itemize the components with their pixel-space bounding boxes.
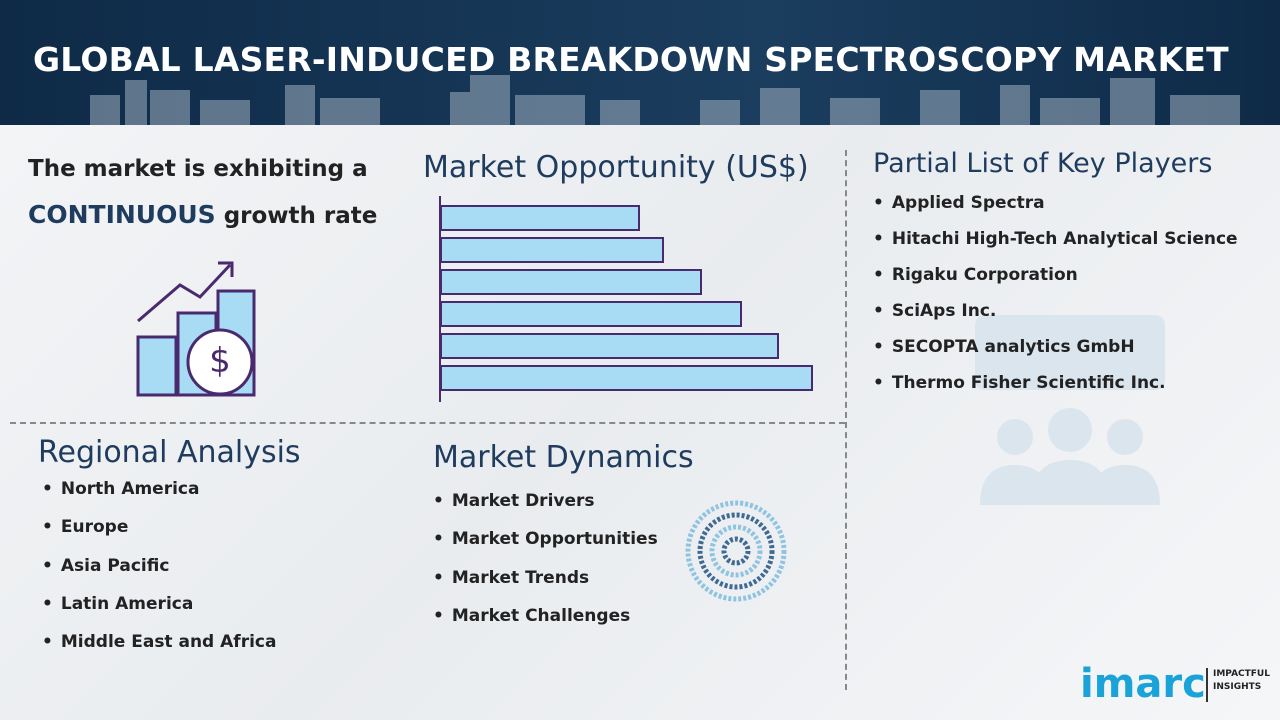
- section-title: Regional Analysis: [38, 435, 301, 470]
- section-title: Market Opportunity (US$): [423, 150, 809, 185]
- city-skyline: [90, 75, 1240, 125]
- list-item: Market Opportunities: [433, 529, 658, 567]
- list-item: Thermo Fisher Scientific Inc.: [873, 373, 1238, 409]
- section-title: Market Dynamics: [433, 440, 694, 475]
- list-item: Asia Pacific: [42, 556, 276, 594]
- icon-symbol: $: [209, 341, 231, 381]
- growth-text: The market is exhibiting a: [28, 156, 368, 182]
- list-item: Market Drivers: [433, 491, 658, 529]
- logo-tag: INSIGHTS: [1213, 682, 1262, 692]
- divider: [10, 422, 845, 424]
- growth-highlight: CONTINUOUS: [28, 200, 216, 229]
- logo-tagline: IMPACTFUL INSIGHTS: [1206, 668, 1270, 702]
- list-item: Rigaku Corporation: [873, 265, 1238, 301]
- list-item: Applied Spectra: [873, 193, 1238, 229]
- section-title: Partial List of Key Players: [873, 148, 1213, 179]
- growth-text: CONTINUOUS growth rate: [28, 200, 377, 229]
- list-item: North America: [42, 479, 276, 517]
- list-item: Middle East and Africa: [42, 632, 277, 670]
- list-item: Europe: [42, 517, 276, 555]
- regions-list: North AmericaEuropeAsia PacificLatin Ame…: [42, 479, 277, 670]
- list-item: SciAps Inc.: [873, 301, 1238, 337]
- gears-icon: [685, 500, 787, 602]
- growth-rest: growth rate: [223, 203, 378, 229]
- divider: [845, 150, 847, 690]
- header: GLOBAL LASER-INDUCED BREAKDOWN SPECTROSC…: [0, 0, 1280, 125]
- growth-icon: $: [136, 261, 256, 397]
- logo-brand: imarc: [1080, 661, 1206, 707]
- list-item: Market Trends: [433, 568, 658, 606]
- page-title: GLOBAL LASER-INDUCED BREAKDOWN SPECTROSC…: [33, 40, 1229, 79]
- list-item: Hitachi High-Tech Analytical Science: [873, 229, 1238, 265]
- key-players-list: Applied SpectraHitachi High-Tech Analyti…: [873, 193, 1238, 409]
- dynamics-list: Market DriversMarket OpportunitiesMarket…: [433, 491, 658, 644]
- logo-tag: IMPACTFUL: [1213, 669, 1270, 679]
- opportunity-bars: [439, 196, 813, 402]
- list-item: SECOPTA analytics GmbH: [873, 337, 1238, 373]
- list-item: Latin America: [42, 594, 276, 632]
- list-item: Market Challenges: [433, 606, 658, 644]
